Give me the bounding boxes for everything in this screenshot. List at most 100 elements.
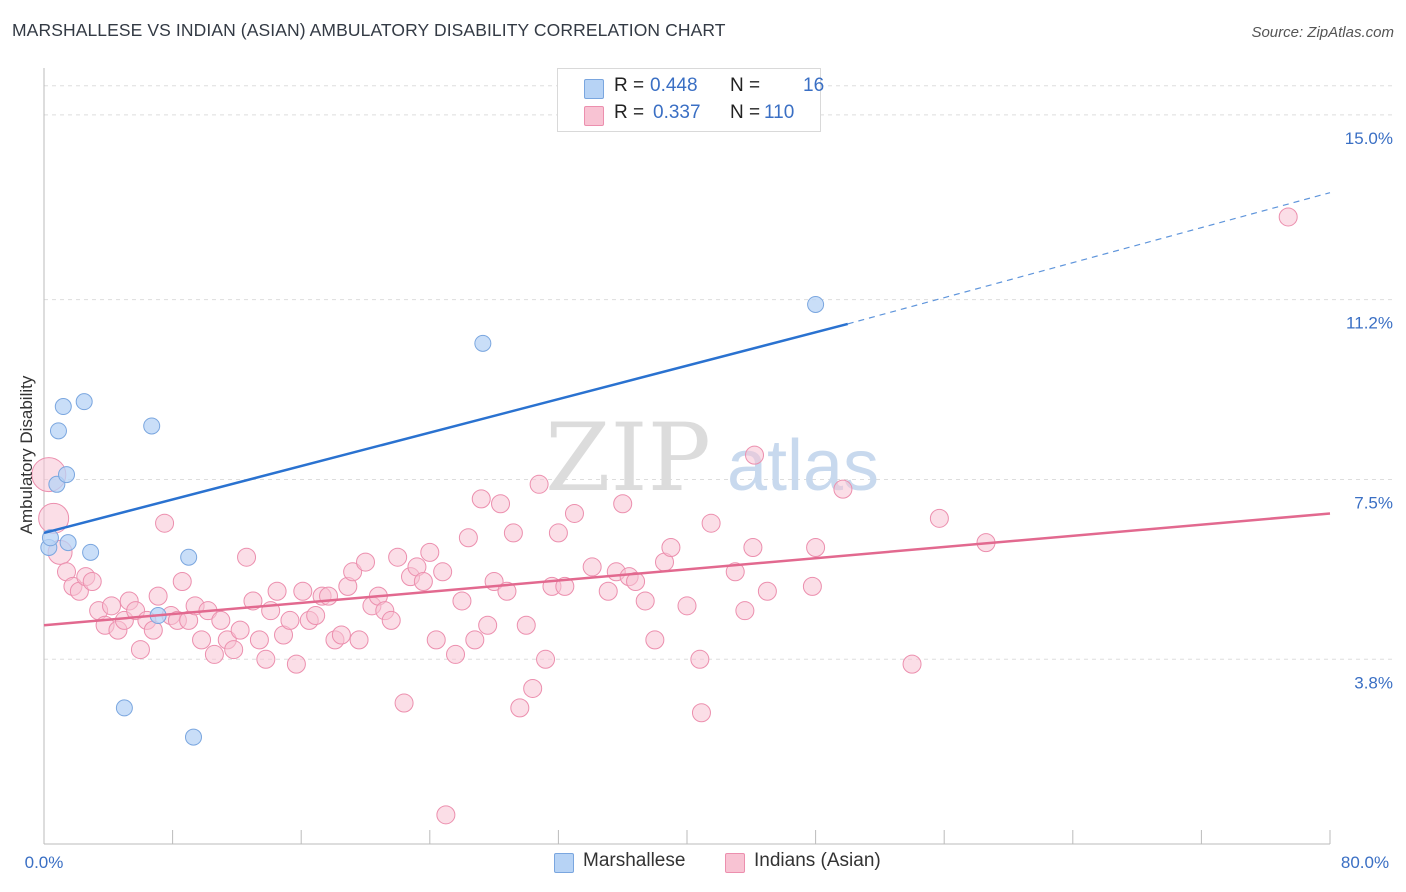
indians-asian-point xyxy=(902,654,922,674)
legend-label: Marshallese xyxy=(583,850,686,871)
indians-asian-point xyxy=(1278,207,1298,227)
indians-asian-point xyxy=(452,591,472,611)
x-tick-label-max: 80.0% xyxy=(1341,853,1389,872)
indians-asian-point xyxy=(267,581,287,601)
indians-asian-point xyxy=(929,508,949,528)
y-tick-label: 7.5% xyxy=(1354,493,1393,512)
indians-asian-point xyxy=(192,630,212,650)
marshallese-point xyxy=(82,543,100,561)
indians-asian-point xyxy=(394,693,414,713)
marshallese-point xyxy=(474,334,492,352)
indians-asian-point xyxy=(635,591,655,611)
indians-asian-point xyxy=(613,494,633,514)
indians-asian-point xyxy=(331,625,351,645)
correlation-legend: R = 0.448 N = 16 R = 0.337 N = 110 xyxy=(557,68,825,132)
indians-asian-point xyxy=(458,528,478,548)
indians-asian-point xyxy=(735,601,755,621)
indians-asian-point xyxy=(356,552,375,572)
marshallese-swatch xyxy=(554,853,574,873)
marshallese-point xyxy=(115,699,133,717)
indians-asian-point xyxy=(691,703,711,723)
indians-asian-point xyxy=(690,649,710,669)
r-label: R = xyxy=(614,75,645,96)
axes xyxy=(43,68,1331,845)
indians-asian-point xyxy=(82,572,102,592)
indians-asian-point xyxy=(497,581,517,601)
indians-asian-point xyxy=(204,644,224,664)
indians-asian-point xyxy=(743,537,763,557)
y-tick-label: 3.8% xyxy=(1354,673,1393,692)
indians-asian-point xyxy=(806,537,826,557)
indians-asian-point xyxy=(745,445,765,465)
marshallese-point xyxy=(58,466,76,484)
marshallese-point xyxy=(180,548,198,566)
n-value: 16 xyxy=(803,75,825,96)
marshallese-point xyxy=(807,295,825,313)
marshallese-trend-extension xyxy=(847,192,1331,325)
indians-asian-point xyxy=(677,596,697,616)
n-label: N = xyxy=(730,75,761,96)
r-value: 0.448 xyxy=(650,75,698,96)
source-label: Source: ZipAtlas.com xyxy=(1251,24,1394,41)
r-value: 0.337 xyxy=(653,102,701,123)
indians-asian-point xyxy=(426,630,446,650)
chart-title: MARSHALLESE VS INDIAN (ASIAN) AMBULATORY… xyxy=(12,20,726,40)
indians-asian-point xyxy=(564,503,584,523)
indians-asian-point xyxy=(491,494,511,514)
indians-asian-point xyxy=(249,630,269,650)
marshallese-point xyxy=(49,422,67,440)
indians-asian-point xyxy=(446,644,466,664)
indians-asian-point xyxy=(471,489,491,509)
indians-asian-point xyxy=(172,572,192,592)
indians-asian-point xyxy=(280,610,300,630)
indians-asian-point xyxy=(478,615,498,635)
indians-asian-point xyxy=(833,479,853,499)
indians-asian-point xyxy=(503,523,523,543)
indians-asian-trend-line xyxy=(43,512,1331,627)
marshallese-trend-line xyxy=(43,322,849,535)
indians-asian-point xyxy=(701,513,721,533)
marshallese-swatch xyxy=(584,79,604,99)
indians-asian-point xyxy=(224,640,244,660)
indians-asian-point xyxy=(413,572,433,592)
indians-asian-point xyxy=(582,557,602,577)
legend-label: Indians (Asian) xyxy=(754,850,881,871)
indians-asian-point xyxy=(725,562,745,582)
marshallese-point xyxy=(143,417,161,435)
n-label: N = xyxy=(730,102,761,123)
indians-asian-point xyxy=(802,576,822,596)
indians-asian-points xyxy=(31,207,1298,825)
indians-asian-point xyxy=(433,562,453,582)
indians-asian-point xyxy=(293,581,313,601)
indians-asian-point xyxy=(436,805,456,825)
indians-asian-point xyxy=(548,523,568,543)
indians-asian-point xyxy=(286,654,306,674)
indians-asian-point xyxy=(256,649,276,669)
indians-asian-point xyxy=(388,547,408,567)
marshallese-point xyxy=(184,728,202,746)
y-tick-label: 11.2% xyxy=(1346,314,1393,333)
indians-asian-point xyxy=(211,610,231,630)
indians-asian-point xyxy=(349,630,369,650)
grid-lines xyxy=(44,85,1392,660)
watermark-atlas: atlas xyxy=(727,426,879,506)
r-label: R = xyxy=(614,102,645,123)
indians-asian-point xyxy=(465,630,485,650)
indians-asian-point xyxy=(343,562,363,582)
indians-asian-point xyxy=(510,698,530,718)
marshallese-point xyxy=(41,529,59,547)
indians-asian-point xyxy=(523,678,543,698)
indians-asian-point xyxy=(626,572,646,592)
trend-lines xyxy=(43,192,1331,627)
indians-asian-point xyxy=(420,542,440,562)
indians-asian-point xyxy=(555,576,575,596)
indians-asian-point xyxy=(661,537,681,557)
indians-asian-point xyxy=(757,581,777,601)
marshallese-point xyxy=(59,534,77,552)
indians-asian-point xyxy=(306,606,326,626)
indians-asian-point xyxy=(102,596,122,616)
indians-asian-point xyxy=(237,547,257,567)
indians-asian-point xyxy=(516,615,536,635)
indians-asian-point xyxy=(319,586,339,606)
